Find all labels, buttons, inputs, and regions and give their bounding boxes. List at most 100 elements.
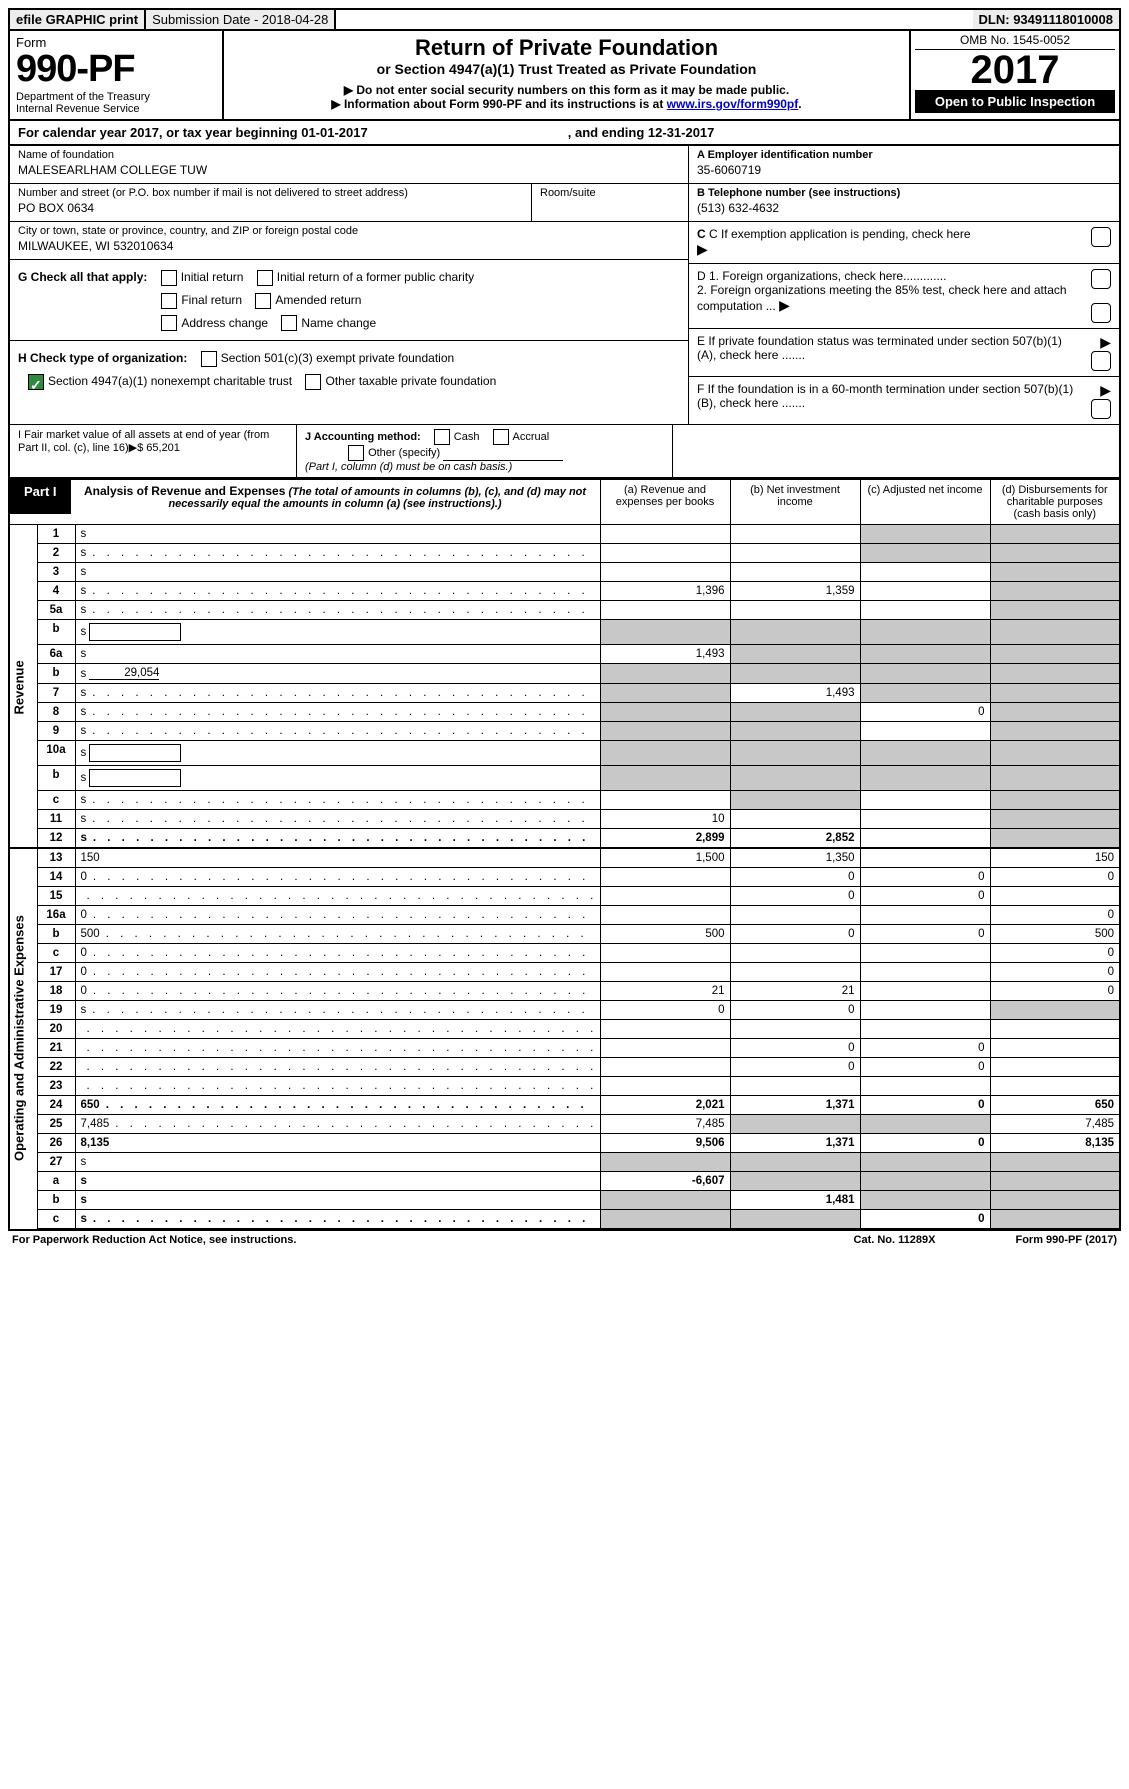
line-num: 11 bbox=[37, 810, 75, 829]
checkbox-d1[interactable] bbox=[1091, 269, 1111, 289]
cell-value: 7,485 bbox=[990, 1115, 1120, 1134]
cell-shaded bbox=[860, 664, 990, 684]
cell-value bbox=[600, 944, 730, 963]
line-desc: . . . . . . . . . . . . . . . . . . . . … bbox=[75, 887, 600, 906]
line-num: 7 bbox=[37, 684, 75, 703]
cell-shaded bbox=[990, 829, 1120, 849]
g-label: G Check all that apply: bbox=[18, 270, 147, 284]
checkbox-initial-return[interactable] bbox=[161, 270, 177, 286]
cell-shaded bbox=[990, 563, 1120, 582]
checkbox-c[interactable] bbox=[1091, 227, 1111, 247]
cell-value: 0 bbox=[860, 1039, 990, 1058]
checkbox-initial-former[interactable] bbox=[257, 270, 273, 286]
cell-value: 0 bbox=[860, 887, 990, 906]
checkbox-amended[interactable] bbox=[255, 293, 271, 309]
cell-value: 1,396 bbox=[600, 582, 730, 601]
header-middle: Return of Private Foundation or Section … bbox=[224, 31, 909, 119]
cell-value bbox=[600, 1077, 730, 1096]
checkbox-accrual[interactable] bbox=[493, 429, 509, 445]
checkbox-4947a1[interactable] bbox=[28, 374, 44, 390]
col-c-head: (c) Adjusted net income bbox=[860, 480, 990, 525]
checkbox-501c3[interactable] bbox=[201, 351, 217, 367]
c-item: C C If exemption application is pending,… bbox=[689, 222, 1119, 264]
part1-tag: Part I bbox=[10, 480, 71, 514]
h-check-row: H Check type of organization: Section 50… bbox=[10, 341, 688, 399]
table-row: 18 0. . . . . . . . . . . . . . . . . . … bbox=[9, 982, 1120, 1001]
line-num: 15 bbox=[37, 887, 75, 906]
cell-shaded bbox=[860, 645, 990, 664]
checkbox-e[interactable] bbox=[1091, 351, 1111, 371]
j-accrual: Accrual bbox=[513, 431, 550, 443]
cell-value: 650 bbox=[990, 1096, 1120, 1115]
cell-value bbox=[600, 601, 730, 620]
cell-shaded bbox=[860, 1115, 990, 1134]
cell-shaded bbox=[990, 664, 1120, 684]
j-other: Other (specify) bbox=[368, 447, 440, 459]
line-desc: 150 bbox=[75, 848, 600, 868]
line-desc: . . . . . . . . . . . . . . . . . . . . … bbox=[75, 1058, 600, 1077]
table-row: b s 29,054 bbox=[9, 664, 1120, 684]
line-desc: s bbox=[75, 563, 600, 582]
cell-value: 1,493 bbox=[730, 684, 860, 703]
g-opt-1: Initial return of a former public charit… bbox=[277, 270, 474, 284]
line-num: 4 bbox=[37, 582, 75, 601]
cell-value: 7,485 bbox=[600, 1115, 730, 1134]
cell-shaded bbox=[990, 582, 1120, 601]
table-row: 20 . . . . . . . . . . . . . . . . . . .… bbox=[9, 1020, 1120, 1039]
checkbox-other-taxable[interactable] bbox=[305, 374, 321, 390]
cell-value bbox=[860, 963, 990, 982]
line-num: b bbox=[37, 766, 75, 791]
form-header: Form 990-PF Department of the Treasury I… bbox=[8, 31, 1121, 121]
phone-cell: B Telephone number (see instructions) (5… bbox=[689, 184, 1119, 222]
cell-shaded bbox=[990, 1191, 1120, 1210]
table-row: b s 1,481 bbox=[9, 1191, 1120, 1210]
cell-value bbox=[860, 906, 990, 925]
checkbox-other-method[interactable] bbox=[348, 445, 364, 461]
checkbox-name-change[interactable] bbox=[281, 315, 297, 331]
cell-shaded bbox=[730, 741, 860, 766]
irs-link[interactable]: www.irs.gov/form990pf bbox=[667, 97, 799, 111]
table-row: 7 s. . . . . . . . . . . . . . . . . . .… bbox=[9, 684, 1120, 703]
footer-left: For Paperwork Reduction Act Notice, see … bbox=[12, 1234, 296, 1246]
cell-value: 1,481 bbox=[730, 1191, 860, 1210]
note-2: ▶ Information about Form 990-PF and its … bbox=[234, 97, 899, 111]
cell-shaded bbox=[600, 684, 730, 703]
line-num: 2 bbox=[37, 544, 75, 563]
footer-form-no: 990-PF bbox=[1046, 1234, 1082, 1246]
checkbox-cash[interactable] bbox=[434, 429, 450, 445]
line-num: 25 bbox=[37, 1115, 75, 1134]
checkbox-address-change[interactable] bbox=[161, 315, 177, 331]
table-row: 5a s. . . . . . . . . . . . . . . . . . … bbox=[9, 601, 1120, 620]
cell-shaded bbox=[990, 645, 1120, 664]
e-label: E If private foundation status was termi… bbox=[697, 334, 1081, 362]
line-num: 14 bbox=[37, 868, 75, 887]
ein-value: 35-6060719 bbox=[697, 161, 1111, 177]
cell-value bbox=[600, 1058, 730, 1077]
cell-value: 0 bbox=[860, 925, 990, 944]
cal-year-begin: For calendar year 2017, or tax year begi… bbox=[18, 125, 368, 140]
cell-value: 2,852 bbox=[730, 829, 860, 849]
checkbox-d2[interactable] bbox=[1091, 303, 1111, 323]
dept-2: Internal Revenue Service bbox=[16, 103, 216, 115]
j-note: (Part I, column (d) must be on cash basi… bbox=[305, 461, 512, 473]
line-num: 13 bbox=[37, 848, 75, 868]
checkbox-final-return[interactable] bbox=[161, 293, 177, 309]
line-desc: s. . . . . . . . . . . . . . . . . . . .… bbox=[75, 703, 600, 722]
cell-value: 0 bbox=[860, 1096, 990, 1115]
cell-value bbox=[730, 601, 860, 620]
cell-value: 0 bbox=[730, 925, 860, 944]
line-num: 18 bbox=[37, 982, 75, 1001]
room-suite-cell: Room/suite bbox=[532, 184, 688, 221]
cell-shaded bbox=[730, 1210, 860, 1230]
ij-row: I Fair market value of all assets at end… bbox=[8, 424, 1121, 479]
checkbox-f[interactable] bbox=[1091, 399, 1111, 419]
d1-label: D 1. Foreign organizations, check here..… bbox=[697, 269, 946, 283]
ein-cell: A Employer identification number 35-6060… bbox=[689, 146, 1119, 184]
cell-value: 21 bbox=[600, 982, 730, 1001]
cell-value: 0 bbox=[860, 1058, 990, 1077]
cell-shaded bbox=[860, 741, 990, 766]
header-right: OMB No. 1545-0052 2017 Open to Public In… bbox=[909, 31, 1119, 119]
e-item: E If private foundation status was termi… bbox=[689, 329, 1119, 377]
line-num: 8 bbox=[37, 703, 75, 722]
footer-year: 2017 bbox=[1089, 1234, 1113, 1246]
